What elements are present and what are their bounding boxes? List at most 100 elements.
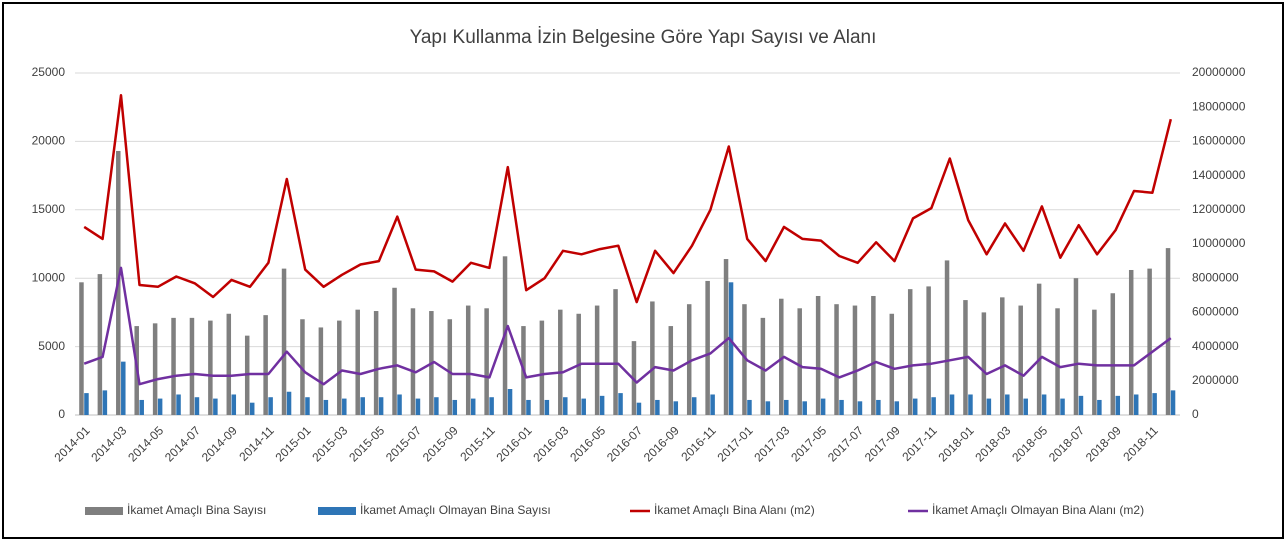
bar [1170, 390, 1176, 415]
bar [931, 397, 936, 415]
legend-swatch [318, 507, 356, 515]
bar [907, 289, 913, 415]
bar [852, 305, 858, 415]
bar [618, 393, 623, 415]
bar [594, 305, 600, 415]
bar [139, 399, 144, 415]
bar [1115, 395, 1121, 415]
bar [1165, 248, 1171, 415]
bar [563, 397, 568, 415]
bar [949, 394, 955, 415]
bar [1055, 308, 1060, 415]
bar [152, 323, 158, 415]
line [83, 93, 1173, 304]
bar [613, 289, 618, 415]
y2-tick-label: 18000000 [1192, 99, 1246, 113]
chart-frame [2, 2, 1284, 539]
bar [213, 398, 218, 415]
line [83, 266, 1172, 386]
bar [102, 390, 108, 415]
y2-tick-label: 14000000 [1192, 168, 1246, 182]
bar [263, 315, 268, 415]
bar [360, 397, 365, 415]
y2-tick-label: 20000000 [1192, 65, 1246, 79]
bar [839, 399, 844, 415]
bar [544, 399, 550, 415]
bar [378, 397, 384, 415]
legend-label: İkamet Amaçlı Bina Sayısı [127, 503, 266, 517]
bar [760, 317, 766, 415]
bar [797, 308, 802, 415]
y2-tick-label: 6000000 [1192, 305, 1239, 319]
bar [226, 313, 232, 415]
bar [208, 320, 213, 415]
bar [894, 401, 900, 415]
bar [1128, 269, 1134, 415]
bar [1018, 305, 1023, 415]
bar [705, 280, 710, 415]
bar [986, 398, 992, 415]
bar [1041, 394, 1047, 415]
bar [1147, 268, 1152, 415]
bar [121, 361, 126, 415]
y-tick-label: 15000 [32, 202, 66, 216]
bar [876, 399, 881, 415]
bar [655, 399, 660, 415]
bar [539, 320, 545, 415]
legend-label: İkamet Amaçlı Olmayan Bina Alanı (m2) [932, 503, 1144, 517]
bar [1078, 395, 1084, 415]
bar [373, 311, 379, 415]
bar [281, 268, 287, 415]
bar [1133, 394, 1139, 415]
bar [157, 398, 163, 415]
bar [889, 313, 895, 415]
bar [397, 394, 402, 415]
bar [484, 308, 489, 415]
bar [1060, 398, 1065, 415]
bar [465, 305, 471, 415]
bar [834, 304, 839, 415]
bar [452, 399, 458, 415]
bar [434, 397, 439, 415]
bar [176, 394, 181, 415]
y2-tick-label: 0 [1192, 407, 1199, 421]
y2-tick-label: 16000000 [1192, 134, 1246, 148]
bar [323, 399, 329, 415]
bar [742, 304, 747, 415]
bar [300, 319, 305, 415]
bar [747, 399, 752, 415]
bar [97, 274, 103, 415]
bar [944, 260, 950, 415]
bar [171, 317, 176, 415]
bar [1005, 394, 1010, 415]
bar [268, 397, 273, 415]
bar [79, 282, 84, 415]
bar [802, 401, 807, 415]
bar [815, 295, 821, 415]
legend-swatch [85, 507, 123, 515]
bar [447, 319, 453, 415]
bar [507, 389, 513, 415]
bar [650, 301, 655, 415]
bar [765, 401, 771, 415]
bar [710, 394, 715, 415]
bar [691, 397, 697, 415]
bar [337, 320, 342, 415]
bar [194, 397, 200, 415]
bar [857, 401, 863, 415]
bar [728, 282, 734, 415]
bar [470, 398, 476, 415]
y-tick-label: 10000 [32, 270, 66, 284]
bar [84, 393, 89, 415]
bar [636, 402, 642, 415]
bar [305, 397, 310, 415]
bar [1036, 283, 1042, 415]
bar [784, 399, 789, 415]
bar [558, 309, 563, 415]
y-tick-label: 0 [58, 407, 65, 421]
bar [249, 402, 255, 415]
bar [410, 308, 416, 415]
bar [779, 298, 784, 415]
y2-tick-label: 4000000 [1192, 339, 1239, 353]
